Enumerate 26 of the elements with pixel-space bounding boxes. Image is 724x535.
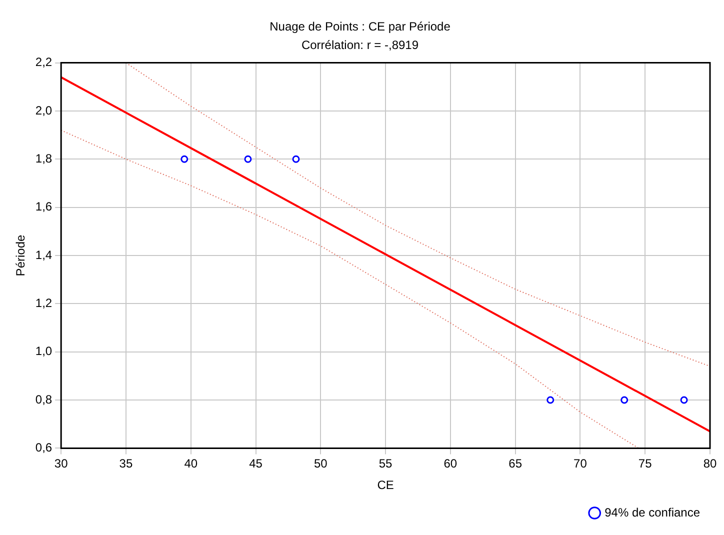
y-tick-label: 1,8 [35,151,52,166]
x-tick-label: 40 [184,456,198,471]
chart-subtitle: Corrélation: r = -,8919 [301,38,419,52]
y-tick-label: 1,2 [35,296,52,310]
x-tick-label: 65 [508,456,522,471]
x-tick-label: 60 [444,456,458,471]
y-tick-label: 1,0 [35,344,52,358]
x-tick-label: 70 [574,456,588,471]
y-axis-title: Période [14,234,28,276]
x-tick-label: 50 [314,456,328,471]
x-tick-label: 30 [54,456,68,471]
x-tick-label: 35 [119,456,133,471]
y-tick-label: 0,8 [35,392,52,406]
y-tick-label: 0,6 [35,440,52,455]
y-tick-label: 2,2 [35,55,52,70]
x-tick-label: 45 [249,456,263,471]
y-tick-label: 1,6 [35,200,52,214]
y-tick-label: 2,0 [35,103,52,118]
y-tick-label: 1,4 [35,248,52,262]
x-tick-label: 80 [703,456,717,471]
line-series [61,130,640,448]
x-tick-label: 75 [638,456,652,471]
x-axis-title: CE [377,478,394,492]
x-tick-label: 55 [378,456,393,471]
legend-label: 94% de confiance [604,505,700,520]
chart-title: Nuage de Points : CE par Période [270,20,451,34]
